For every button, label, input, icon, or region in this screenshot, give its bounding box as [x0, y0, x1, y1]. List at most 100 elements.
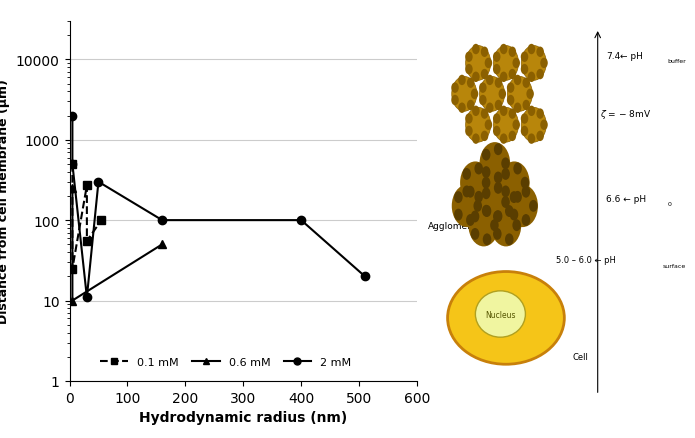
Circle shape — [465, 53, 473, 63]
Circle shape — [483, 234, 491, 246]
Circle shape — [481, 131, 489, 142]
Circle shape — [472, 45, 480, 55]
Circle shape — [540, 120, 548, 131]
Circle shape — [521, 108, 546, 143]
Circle shape — [521, 46, 546, 81]
Circle shape — [528, 45, 535, 55]
Text: Nucleus: Nucleus — [485, 310, 516, 319]
Circle shape — [500, 134, 507, 145]
Circle shape — [452, 185, 482, 228]
Circle shape — [493, 229, 502, 240]
Circle shape — [512, 220, 521, 232]
Circle shape — [509, 47, 516, 58]
Circle shape — [451, 95, 459, 106]
Circle shape — [458, 103, 466, 114]
Circle shape — [466, 186, 475, 198]
Circle shape — [507, 83, 514, 94]
Circle shape — [484, 120, 492, 131]
Circle shape — [494, 183, 502, 194]
Circle shape — [494, 172, 502, 184]
Circle shape — [462, 169, 471, 180]
Circle shape — [465, 127, 473, 137]
Circle shape — [521, 114, 528, 124]
Circle shape — [500, 72, 507, 83]
Text: surface: surface — [663, 264, 686, 268]
Circle shape — [480, 77, 505, 112]
Circle shape — [493, 53, 500, 63]
Circle shape — [466, 108, 491, 143]
Text: Cell: Cell — [573, 352, 589, 361]
X-axis label: Hydrodynamic radius (nm): Hydrodynamic radius (nm) — [139, 410, 348, 424]
Ellipse shape — [448, 272, 564, 364]
Circle shape — [495, 101, 502, 111]
Text: 0: 0 — [667, 202, 671, 207]
Circle shape — [466, 46, 491, 81]
Circle shape — [494, 211, 502, 223]
Circle shape — [528, 134, 535, 145]
Circle shape — [471, 229, 480, 240]
Circle shape — [471, 89, 478, 100]
Circle shape — [480, 181, 510, 224]
Circle shape — [540, 59, 548, 69]
Circle shape — [501, 158, 510, 170]
Circle shape — [507, 95, 514, 106]
Circle shape — [481, 109, 489, 120]
Circle shape — [495, 78, 502, 88]
Circle shape — [493, 114, 500, 124]
Circle shape — [482, 167, 491, 179]
Circle shape — [500, 45, 507, 55]
Circle shape — [509, 131, 516, 142]
Circle shape — [499, 162, 530, 205]
Circle shape — [452, 77, 477, 112]
Circle shape — [451, 83, 459, 94]
Circle shape — [528, 72, 535, 83]
Circle shape — [482, 177, 491, 189]
Circle shape — [498, 89, 506, 100]
Circle shape — [462, 186, 471, 198]
Circle shape — [467, 78, 475, 88]
Circle shape — [482, 205, 491, 217]
Circle shape — [505, 234, 514, 246]
Circle shape — [472, 106, 480, 117]
Circle shape — [475, 163, 483, 175]
Circle shape — [483, 205, 491, 218]
Circle shape — [481, 70, 489, 80]
Circle shape — [471, 211, 480, 223]
Circle shape — [507, 185, 538, 228]
Circle shape — [494, 144, 502, 156]
Circle shape — [512, 120, 520, 131]
Circle shape — [472, 134, 480, 145]
Circle shape — [523, 101, 530, 111]
Circle shape — [493, 65, 500, 75]
Text: buffer: buffer — [667, 60, 686, 64]
Text: 6.6 ← pH: 6.6 ← pH — [606, 194, 646, 203]
Circle shape — [521, 127, 528, 137]
Circle shape — [454, 209, 463, 221]
Circle shape — [472, 72, 480, 83]
Text: 7.4: 7.4 — [606, 52, 621, 60]
Circle shape — [482, 188, 491, 200]
Circle shape — [521, 65, 528, 75]
Circle shape — [528, 106, 535, 117]
Circle shape — [501, 169, 510, 180]
Circle shape — [486, 75, 493, 86]
Circle shape — [479, 95, 486, 106]
Circle shape — [491, 205, 521, 247]
Y-axis label: Distance from cell membrane (μm): Distance from cell membrane (μm) — [0, 79, 10, 324]
Circle shape — [529, 201, 538, 212]
Text: 5.0 – 6.0 ← pH: 5.0 – 6.0 ← pH — [556, 256, 616, 265]
Circle shape — [473, 201, 482, 212]
Circle shape — [537, 70, 544, 80]
Circle shape — [468, 205, 499, 247]
Circle shape — [490, 220, 499, 232]
Circle shape — [486, 103, 493, 114]
Circle shape — [507, 77, 532, 112]
Circle shape — [514, 75, 521, 86]
Circle shape — [512, 59, 520, 69]
Text: ← pH: ← pH — [620, 52, 643, 60]
Circle shape — [522, 186, 530, 198]
Circle shape — [493, 108, 518, 143]
Circle shape — [509, 70, 516, 80]
Circle shape — [460, 162, 491, 205]
Circle shape — [493, 211, 502, 223]
